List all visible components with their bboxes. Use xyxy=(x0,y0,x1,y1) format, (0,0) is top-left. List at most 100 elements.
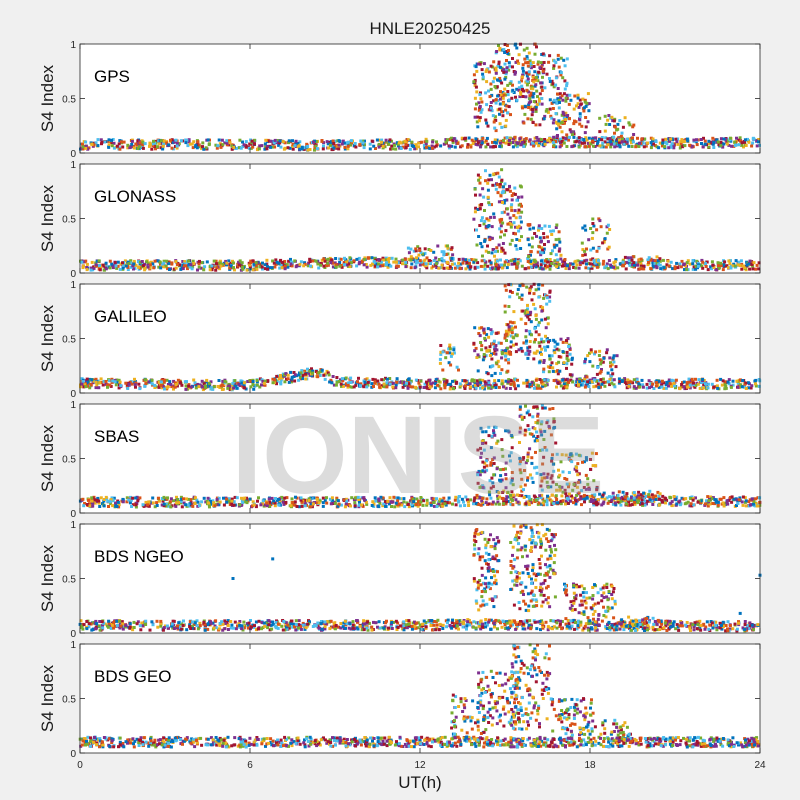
data-point xyxy=(539,305,543,309)
data-point xyxy=(538,137,542,141)
data-point xyxy=(318,374,322,377)
data-point xyxy=(84,140,88,144)
data-point xyxy=(482,265,486,269)
data-point xyxy=(552,338,556,342)
data-point xyxy=(631,255,635,259)
data-point xyxy=(716,140,720,144)
data-point xyxy=(528,382,532,386)
data-point xyxy=(446,382,450,386)
data-point xyxy=(521,73,525,77)
data-point xyxy=(241,384,244,388)
data-point xyxy=(475,382,479,386)
data-point xyxy=(592,378,596,382)
data-point xyxy=(459,262,463,266)
data-point xyxy=(590,236,594,240)
data-point xyxy=(480,216,484,220)
data-point xyxy=(267,497,271,501)
data-point xyxy=(590,137,594,141)
data-point xyxy=(493,349,497,353)
data-point xyxy=(294,495,297,499)
data-point xyxy=(171,141,175,145)
data-point xyxy=(218,267,222,271)
data-point xyxy=(289,257,292,261)
data-point xyxy=(339,503,343,507)
data-point xyxy=(683,387,687,391)
data-point xyxy=(316,262,320,266)
data-point xyxy=(592,259,596,263)
data-point xyxy=(676,142,680,146)
data-point xyxy=(744,387,748,390)
data-point xyxy=(526,303,529,307)
data-point xyxy=(143,268,147,272)
data-point xyxy=(129,261,133,265)
data-point xyxy=(604,264,608,268)
data-point xyxy=(501,248,505,252)
data-point xyxy=(520,235,523,239)
data-point xyxy=(340,142,344,146)
data-point xyxy=(200,146,204,150)
data-point xyxy=(457,261,461,265)
data-point xyxy=(597,354,601,357)
data-point xyxy=(439,344,443,347)
data-point xyxy=(489,106,493,110)
data-point xyxy=(508,216,512,220)
data-point xyxy=(484,70,488,73)
data-point xyxy=(568,346,572,350)
data-point xyxy=(650,385,654,389)
data-point xyxy=(455,365,459,369)
data-point xyxy=(487,381,490,385)
data-point xyxy=(173,385,177,389)
data-point xyxy=(298,140,302,144)
data-point xyxy=(151,144,155,148)
data-point xyxy=(263,147,267,151)
data-point xyxy=(552,143,556,147)
data-point xyxy=(365,377,369,381)
data-point xyxy=(620,131,624,135)
data-point xyxy=(513,260,517,264)
data-point xyxy=(555,101,559,105)
data-point xyxy=(532,386,536,390)
data-point xyxy=(536,95,539,99)
data-point xyxy=(279,263,283,267)
data-point xyxy=(263,263,267,267)
data-point xyxy=(556,57,560,61)
data-point xyxy=(606,137,610,141)
data-point xyxy=(540,309,544,313)
data-point xyxy=(705,499,708,503)
data-point xyxy=(506,188,510,192)
data-point xyxy=(285,263,289,267)
data-point xyxy=(446,244,449,248)
data-point xyxy=(572,132,576,136)
data-point xyxy=(473,326,477,330)
data-point xyxy=(559,355,563,359)
data-point xyxy=(266,379,270,383)
data-point xyxy=(639,261,643,265)
data-point xyxy=(168,268,171,271)
data-point xyxy=(588,378,592,382)
data-point xyxy=(174,266,178,270)
data-point xyxy=(679,142,683,146)
data-point xyxy=(589,227,593,230)
data-point xyxy=(228,388,232,392)
data-point xyxy=(612,261,616,265)
data-point xyxy=(629,139,633,143)
data-point xyxy=(219,384,223,388)
data-point xyxy=(618,262,622,266)
data-point xyxy=(600,382,604,386)
data-point xyxy=(500,368,504,372)
data-point xyxy=(456,141,460,145)
data-point xyxy=(503,304,507,308)
data-point xyxy=(184,264,188,268)
data-point xyxy=(461,379,465,383)
data-point xyxy=(157,380,161,384)
data-point xyxy=(537,99,541,103)
data-point xyxy=(107,143,111,147)
data-point xyxy=(260,383,263,387)
data-point xyxy=(519,90,522,94)
data-point xyxy=(588,381,592,385)
data-point xyxy=(483,239,487,243)
data-point xyxy=(458,385,462,389)
data-point xyxy=(117,386,121,390)
data-point xyxy=(494,383,498,387)
data-point xyxy=(93,501,97,505)
